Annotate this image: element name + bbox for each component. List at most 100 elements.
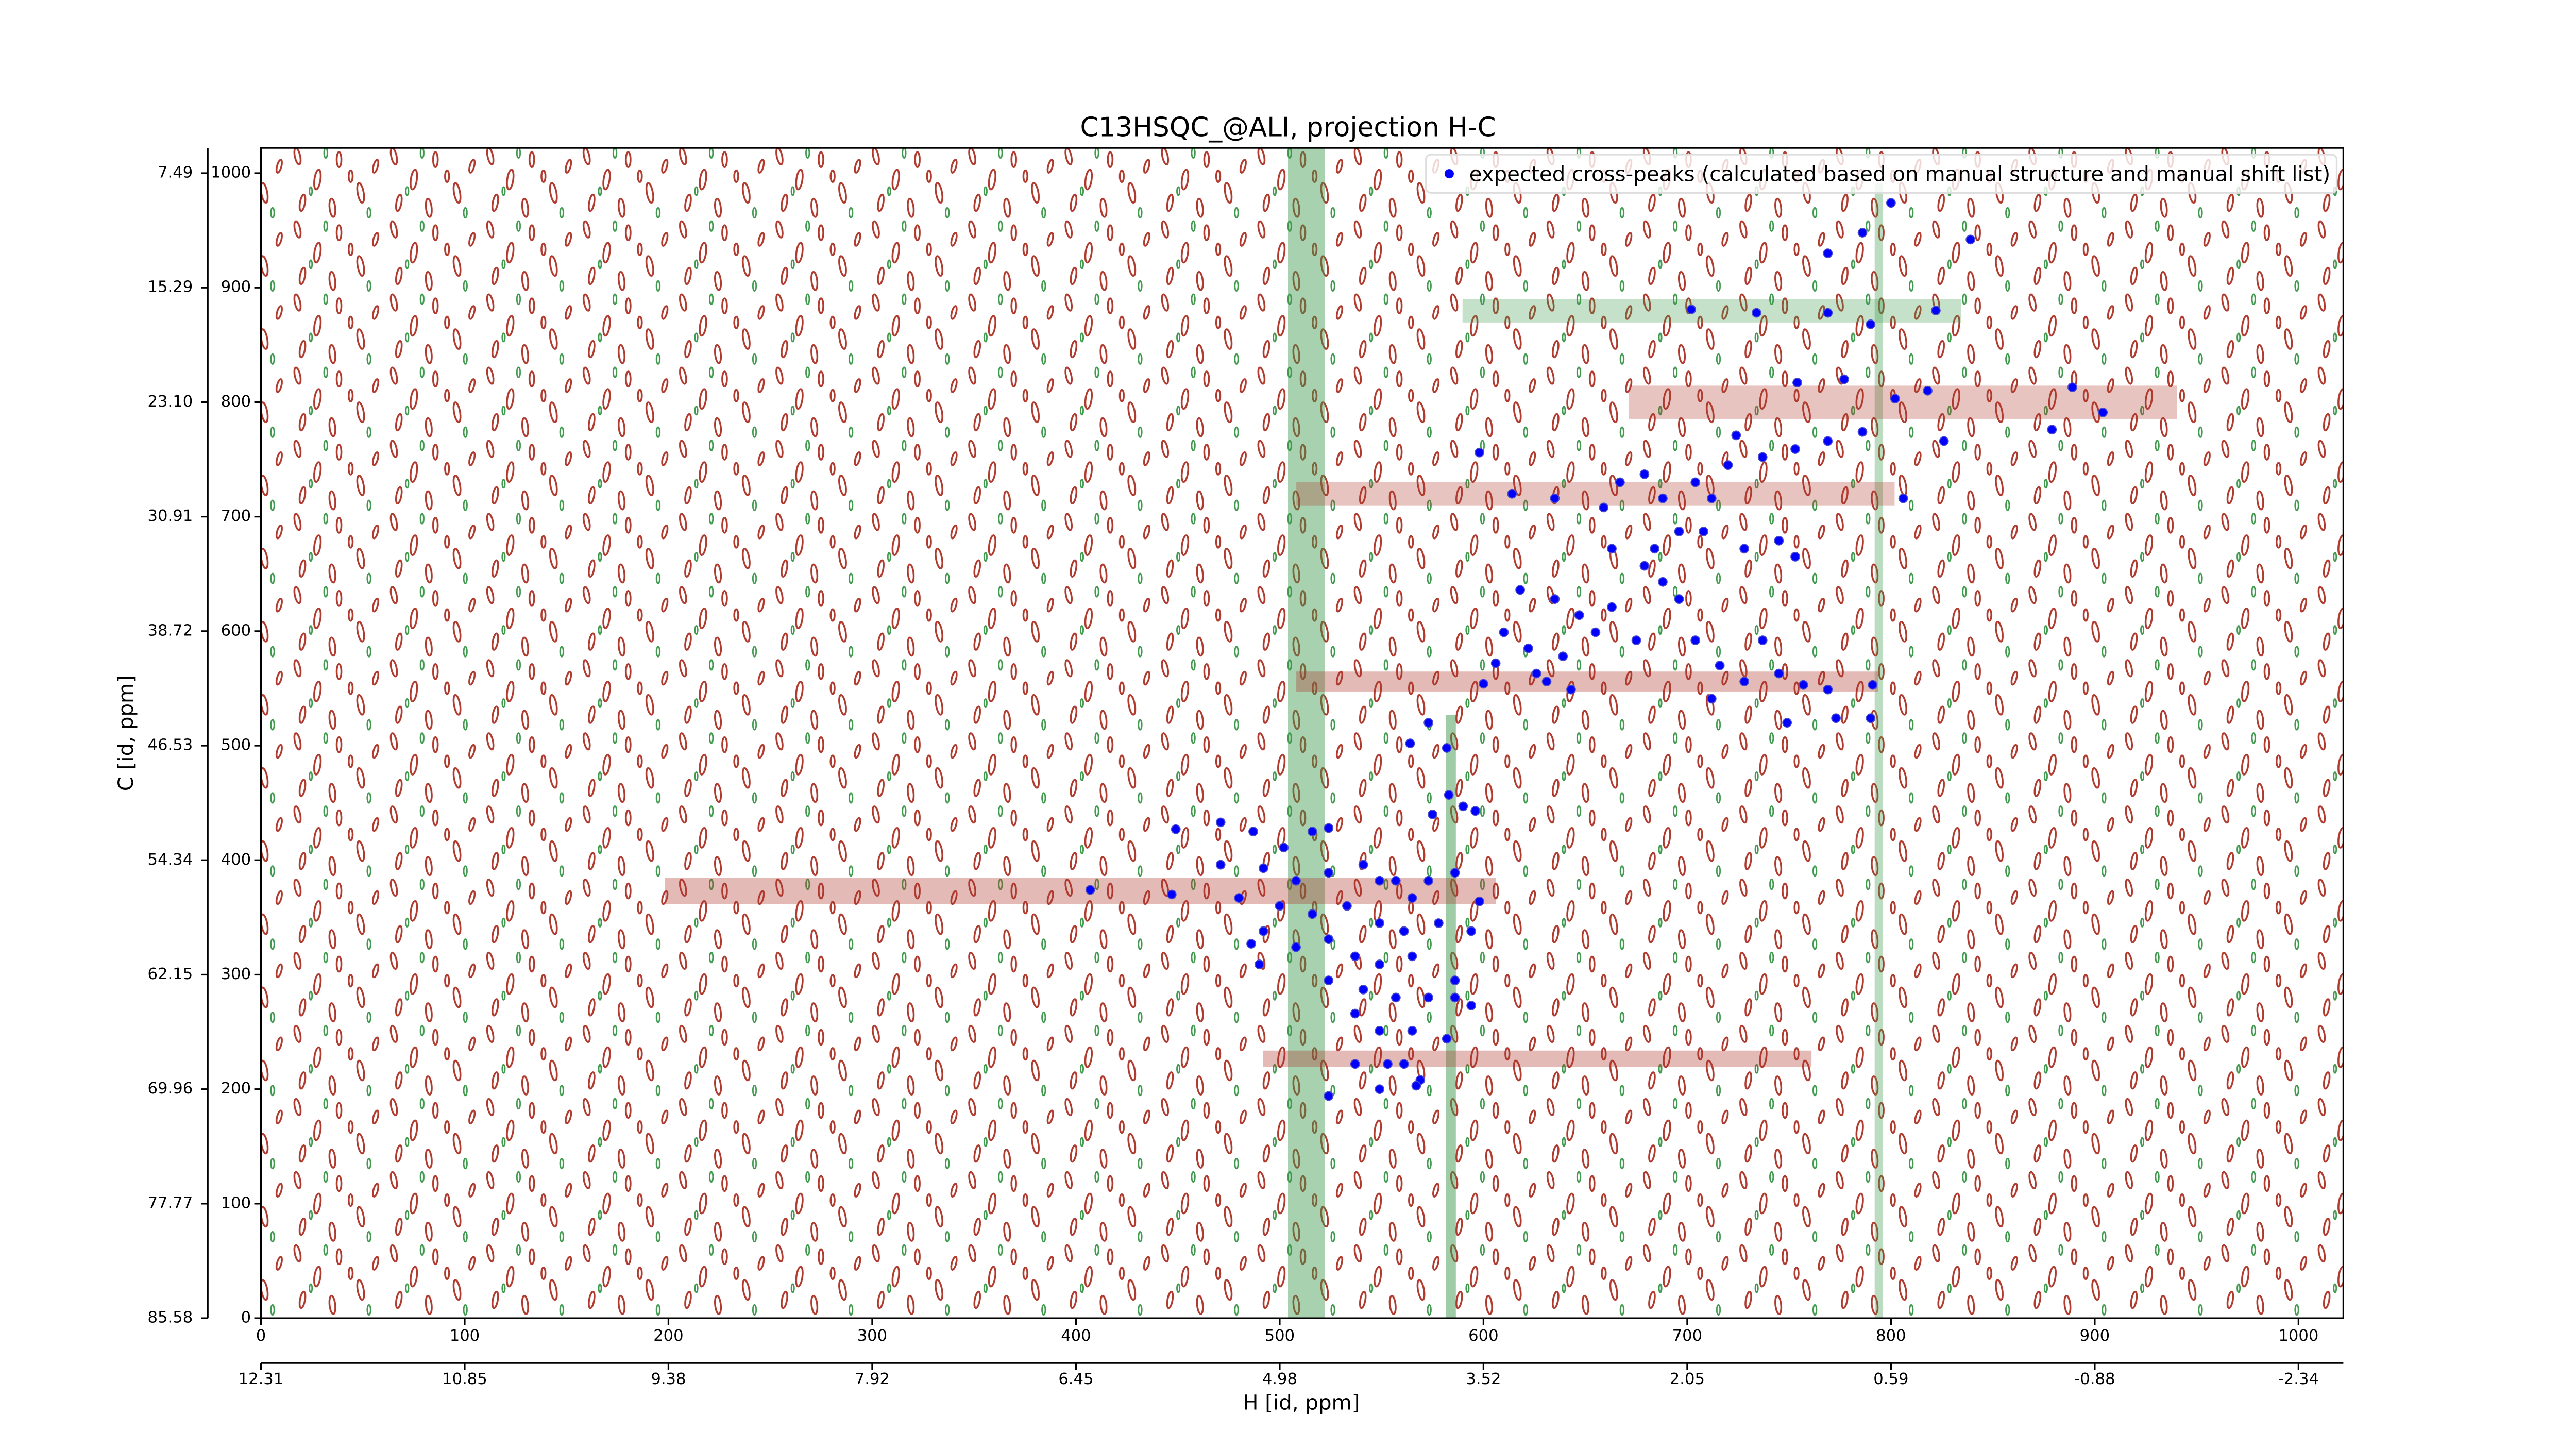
cross-peak <box>1466 1001 1477 1010</box>
cross-peak <box>1739 544 1749 554</box>
y2-tick-label: 38.72 <box>148 621 193 639</box>
x2-tick-label: 4.98 <box>1262 1370 1297 1388</box>
cross-peak <box>1798 680 1808 690</box>
x-tick-label: 700 <box>1672 1327 1702 1345</box>
cross-peak <box>1731 430 1741 441</box>
cross-peak <box>1258 863 1268 873</box>
cross-peak <box>1442 743 1452 753</box>
cross-peak <box>1723 460 1733 470</box>
cross-peak <box>1324 823 1334 833</box>
cross-peak <box>1857 427 1868 437</box>
x2-tick-label: 0.59 <box>1873 1370 1908 1388</box>
cross-peak <box>1407 1025 1417 1036</box>
green-streak <box>1462 299 1961 323</box>
cross-peak <box>1324 934 1334 944</box>
cross-peak <box>1358 860 1368 870</box>
cross-peak <box>1523 643 1533 653</box>
cross-peak <box>1515 585 1525 595</box>
y-tick-label: 800 <box>221 393 251 411</box>
cross-peak <box>1450 992 1460 1003</box>
cross-peak <box>1599 502 1609 513</box>
red-streak <box>665 878 1496 904</box>
x-tick-label: 1000 <box>2278 1327 2318 1345</box>
cross-peak <box>1650 544 1659 554</box>
y-tick-label: 300 <box>221 965 251 983</box>
cross-peak <box>1307 827 1317 837</box>
cross-peak <box>1707 694 1717 704</box>
x2-tick-label: 6.45 <box>1058 1370 1093 1388</box>
cross-peak <box>1574 610 1584 620</box>
plot-frame <box>260 147 2344 1319</box>
y2-tick-label: 54.34 <box>148 851 193 869</box>
y2-tick-label: 77.77 <box>148 1194 193 1212</box>
x-tick-label: 300 <box>857 1327 887 1345</box>
red-streak <box>1296 482 1895 506</box>
chart-title: C13HSQC_@ALI, projection H-C <box>1080 112 1496 143</box>
cross-peak <box>1375 959 1385 969</box>
cross-peak <box>1291 875 1301 886</box>
cross-peak <box>1383 1059 1393 1069</box>
cross-peak <box>1350 951 1360 962</box>
cross-peak <box>1479 679 1488 689</box>
legend: expected cross-peaks (calculated based o… <box>1425 154 2338 194</box>
cross-peak <box>1434 918 1444 928</box>
cross-peak <box>1475 447 1484 458</box>
green-streak <box>1874 182 1883 1319</box>
cross-peak <box>1607 544 1617 554</box>
cross-peak <box>1868 680 1878 690</box>
green-streak <box>1446 715 1456 1319</box>
cross-peak <box>1475 896 1484 906</box>
red-streak <box>1263 1050 1812 1067</box>
cross-peak <box>1866 713 1876 723</box>
series <box>1085 198 2108 1101</box>
x2-tick-label: 3.52 <box>1466 1370 1501 1388</box>
cross-peak <box>1639 469 1650 479</box>
cross-peak <box>1324 975 1334 985</box>
legend-label: expected cross-peaks (calculated based o… <box>1469 162 2331 187</box>
x2-tick-label: -2.34 <box>2278 1370 2319 1388</box>
cross-peak <box>1866 319 1876 329</box>
cross-peak <box>1823 684 1833 695</box>
cross-peak <box>1739 677 1749 686</box>
y2-tick-label: 30.91 <box>148 507 193 525</box>
cross-peak <box>1450 975 1460 985</box>
solvent-band <box>1288 148 1325 1319</box>
cross-peak <box>1823 308 1833 318</box>
y-tick-label: 900 <box>221 278 251 296</box>
cross-peak <box>1839 374 1849 384</box>
x2-tick-label: 2.05 <box>1670 1370 1705 1388</box>
cross-peak <box>1823 248 1833 258</box>
cross-peak <box>1324 1091 1334 1101</box>
cross-peak <box>1248 827 1258 837</box>
cross-peak <box>1350 1059 1360 1069</box>
cross-peak <box>1166 889 1177 900</box>
x-tick-label: 800 <box>1876 1327 1906 1345</box>
cross-peak <box>1857 228 1868 238</box>
cross-peak <box>1774 668 1784 679</box>
cross-peak <box>1965 234 1975 245</box>
contour-background <box>261 148 2344 1319</box>
cross-peak <box>1890 394 1900 404</box>
cross-peak <box>1444 790 1454 800</box>
cross-peak <box>1350 1008 1360 1019</box>
cross-peak <box>1458 801 1468 812</box>
cross-peak <box>1507 488 1517 499</box>
cross-peak <box>1307 909 1317 919</box>
cross-peak <box>1566 684 1576 695</box>
x2-tick-label: 9.38 <box>651 1370 686 1388</box>
cross-peak <box>1831 713 1841 723</box>
cross-peak <box>1607 602 1617 612</box>
cross-peak <box>1291 942 1301 952</box>
cross-peak <box>1391 875 1401 886</box>
x-axis-title: H [id, ppm] <box>1243 1391 1360 1415</box>
cross-peak <box>1639 561 1650 571</box>
cross-peak <box>1423 992 1433 1003</box>
noise-contours <box>261 148 2344 1319</box>
cross-peak <box>1931 306 1941 316</box>
cross-peak <box>1898 493 1908 503</box>
cross-peak <box>1658 493 1668 503</box>
red-streak <box>1629 385 2177 419</box>
y-tick-label: 1000 <box>211 164 251 182</box>
